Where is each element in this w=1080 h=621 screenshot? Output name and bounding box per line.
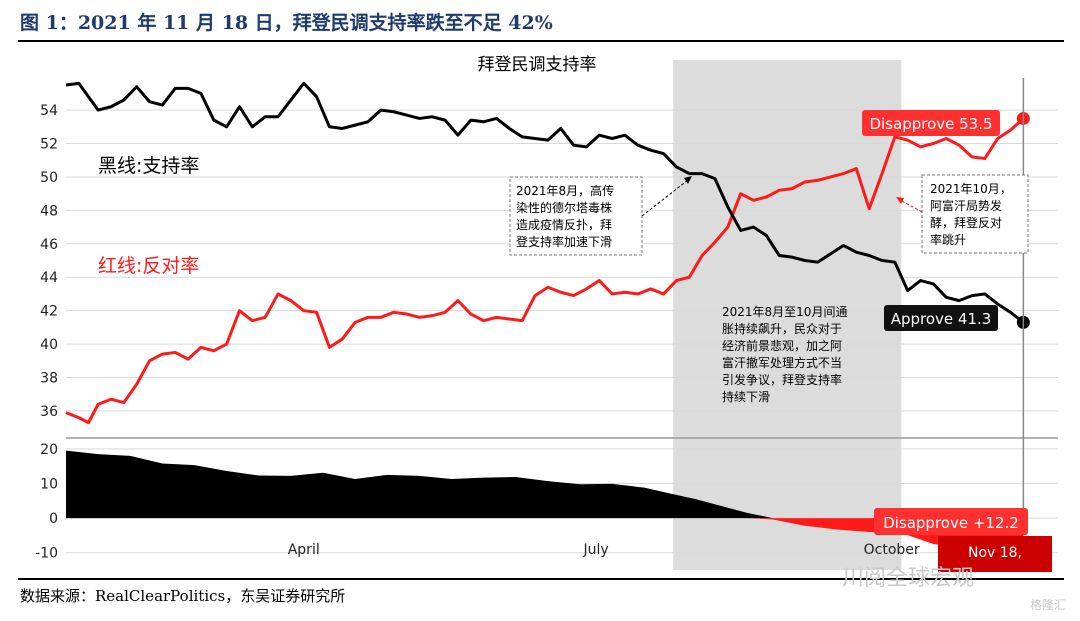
y-tick-label: 0 xyxy=(49,511,58,527)
shaded-period xyxy=(673,60,902,570)
afghan-note: 2021年10月， 阿富汗局势发 酵，拜登反对 率跳升 xyxy=(930,182,1012,247)
delta-note: 2021年8月，高传 染性的德尔塔毒株 造成疫情反扑，拜 登支持率加速下滑 xyxy=(516,183,614,249)
approve-line xyxy=(65,81,1025,324)
y-tick-label: 54 xyxy=(40,103,58,119)
span-note: 2021年8月至10月间通 胀持续飙升，民众对于 经济前景悲观，加之阿 富汗撤军… xyxy=(722,305,847,404)
y-axis-upper: 36 38 40 42 44 46 48 50 52 54 xyxy=(40,103,58,420)
span-note-line: 经济前景悲观，加之阿 xyxy=(722,338,842,353)
disapprove-line xyxy=(65,117,1025,425)
span-note-line: 胀持续飙升，民众对于 xyxy=(722,321,842,336)
delta-note-line: 染性的德尔塔毒株 xyxy=(516,200,612,215)
date-label: Nov 18, xyxy=(968,545,1022,561)
source-note: 数据来源：RealClearPolitics，东吴证券研究所 xyxy=(20,587,346,605)
delta-note-line: 登支持率加速下滑 xyxy=(516,234,612,249)
span-note-line: 富汗撤军处理方式不当 xyxy=(722,355,842,370)
watermark: 川阅全球宏观 xyxy=(842,566,975,591)
y-tick-label: 48 xyxy=(40,203,58,219)
y-axis-lower: -10 0 10 20 xyxy=(35,442,58,562)
bottom-rule xyxy=(18,578,1064,580)
y-tick-label: 40 xyxy=(40,337,58,353)
y-tick-label: 52 xyxy=(40,137,58,153)
top-rule xyxy=(18,40,1064,42)
delta-note-line: 2021年8月，高传 xyxy=(516,183,614,198)
x-tick-label: April xyxy=(288,542,320,558)
approve-label-bg xyxy=(884,305,998,331)
span-note-line: 引发争议，拜登支持率 xyxy=(722,372,842,387)
figure-title: 图 1：2021 年 11 月 18 日，拜登民调支持率跌至不足 42% xyxy=(20,12,553,34)
y-tick-label: 10 xyxy=(40,477,58,493)
afghan-note-line: 2021年10月， xyxy=(930,182,1012,196)
delta-note-box xyxy=(509,176,643,256)
afghan-note-box xyxy=(921,174,1029,254)
spread-label: Disapprove +12.2 xyxy=(883,514,1019,532)
spread-label-bg xyxy=(874,508,1028,535)
span-note-line: 2021年8月至10月间通 xyxy=(722,305,847,319)
y-tick-label: -10 xyxy=(35,546,58,562)
date-label-bg xyxy=(938,536,1052,572)
span-note-line: 持续下滑 xyxy=(722,389,770,404)
y-tick-label: 42 xyxy=(40,304,58,320)
afghan-note-arrowhead xyxy=(896,197,904,204)
delta-note-line: 造成疫情反扑，拜 xyxy=(516,217,612,232)
spread-area-positive xyxy=(66,450,1024,519)
x-axis: April July October xyxy=(288,542,920,558)
afghan-note-line: 阿富汗局势发 xyxy=(930,198,1002,213)
legend-approve: 黑线:支持率 xyxy=(98,155,199,177)
y-tick-label: 50 xyxy=(40,170,58,186)
upper-grid xyxy=(66,109,1058,412)
x-tick-label: October xyxy=(864,542,920,558)
disapprove-label: Disapprove 53.5 xyxy=(869,115,992,133)
y-tick-label: 36 xyxy=(40,404,58,420)
watermark-secondary: 格隆汇 xyxy=(1029,598,1066,612)
delta-note-arrowhead xyxy=(684,176,692,184)
chart-title: 拜登民调支持率 xyxy=(478,55,597,75)
x-tick-label: July xyxy=(582,542,608,558)
y-tick-label: 44 xyxy=(40,270,58,286)
afghan-note-line: 率跳升 xyxy=(930,232,966,247)
approve-label: Approve 41.3 xyxy=(891,310,992,328)
y-tick-label: 38 xyxy=(40,371,58,387)
y-tick-label: 20 xyxy=(40,442,58,458)
disapprove-label-bg xyxy=(862,110,1000,136)
y-tick-label: 46 xyxy=(40,237,58,253)
afghan-note-line: 酵，拜登反对 xyxy=(930,215,1002,230)
afghan-note-arrow xyxy=(899,199,923,213)
legend-disapprove: 红线:反对率 xyxy=(98,255,199,277)
